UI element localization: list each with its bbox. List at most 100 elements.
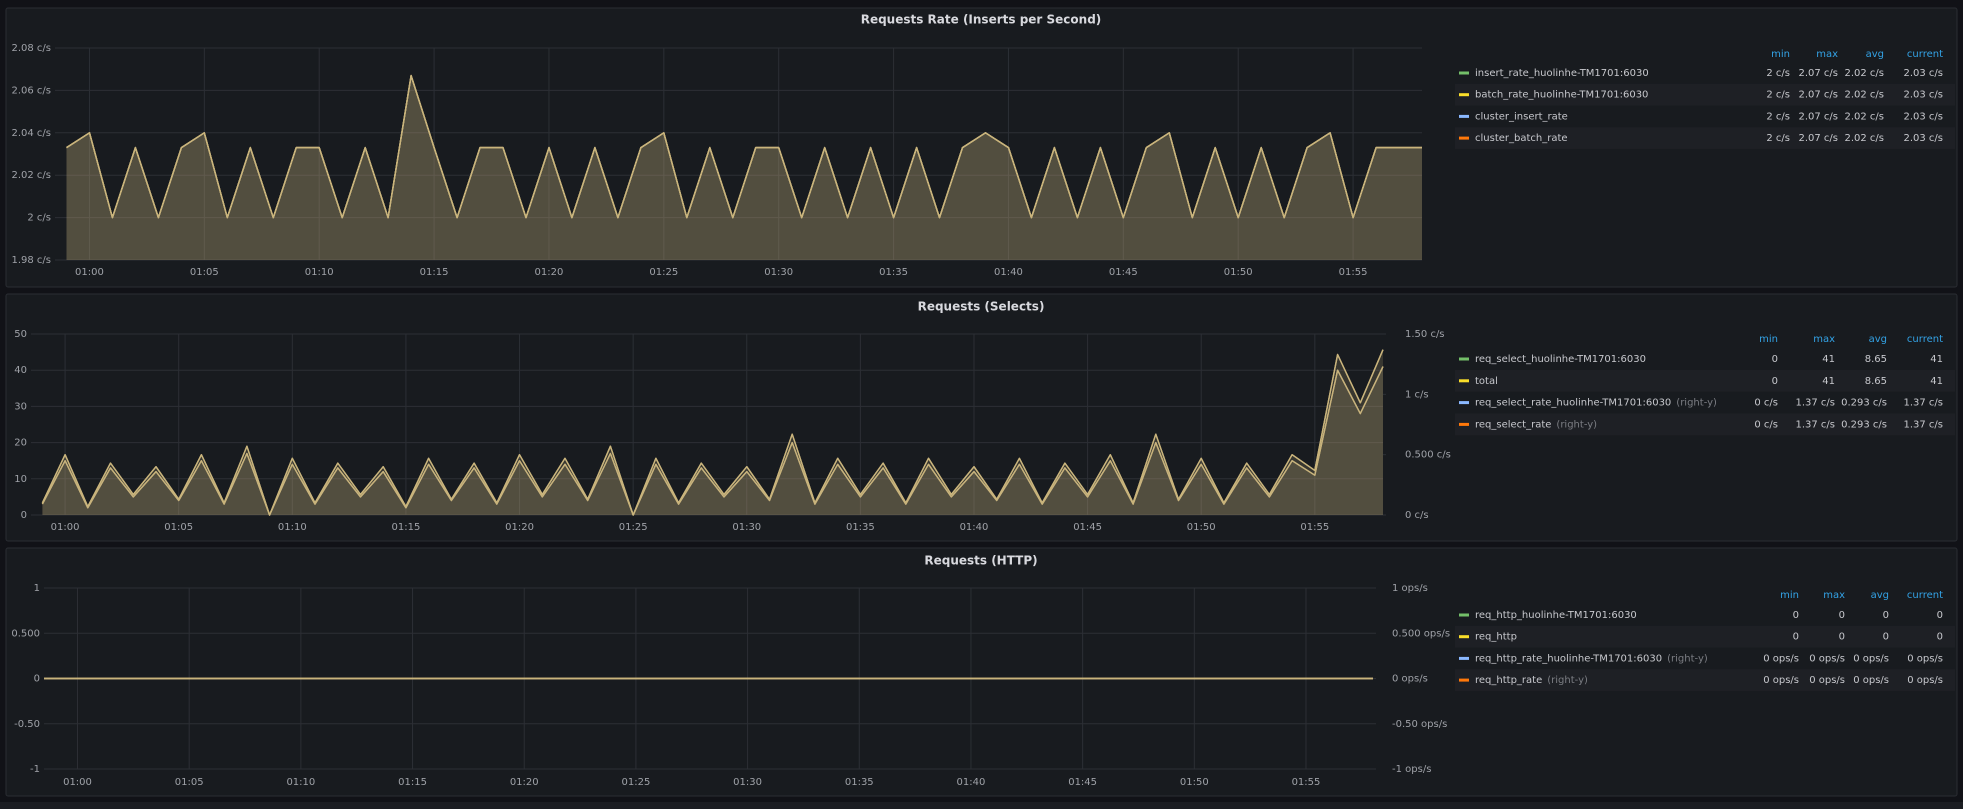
- legend-stat: 2.07 c/s: [1798, 68, 1838, 79]
- legend-name[interactable]: req_http_rate_huolinhe-TM1701:6030: [1475, 653, 1662, 664]
- x-tick-label: 01:00: [63, 777, 92, 788]
- legend-stat: 0 ops/s: [1809, 653, 1845, 664]
- legend-stat: 2.02 c/s: [1844, 111, 1884, 122]
- legend-name[interactable]: req_http: [1475, 632, 1517, 643]
- legend-name[interactable]: total: [1475, 376, 1498, 387]
- x-tick-label: 01:50: [1224, 267, 1253, 278]
- y-tick-label: 2.02 c/s: [11, 170, 51, 181]
- y2-tick-label: 0.500 ops/s: [1392, 628, 1450, 639]
- legend-swatch: [1459, 422, 1469, 426]
- legend-stat: 2.03 c/s: [1903, 90, 1943, 101]
- x-tick-label: 01:30: [764, 267, 793, 278]
- x-tick-label: 01:55: [1300, 522, 1329, 533]
- legend-header: min: [1759, 334, 1778, 345]
- legend-name[interactable]: cluster_batch_rate: [1475, 133, 1568, 144]
- series-area: [66, 75, 1422, 260]
- x-tick-label: 01:55: [1292, 777, 1321, 788]
- legend-swatch: [1459, 678, 1469, 682]
- legend-name[interactable]: req_http_huolinhe-TM1701:6030: [1475, 610, 1637, 621]
- y-tick-label: -0.50: [14, 719, 40, 730]
- legend-row-bg: [1455, 413, 1955, 436]
- legend-swatch: [1459, 635, 1469, 639]
- x-tick-label: 01:10: [278, 522, 307, 533]
- legend-stat: 0 ops/s: [1809, 675, 1845, 686]
- legend-name[interactable]: insert_rate_huolinhe-TM1701:6030: [1475, 68, 1649, 79]
- panel: [5, 547, 1958, 797]
- x-tick-label: 01:35: [845, 777, 874, 788]
- legend-stat: 2.02 c/s: [1844, 133, 1884, 144]
- x-tick-label: 01:10: [305, 267, 334, 278]
- y-tick-label: 30: [14, 401, 27, 412]
- legend-stat: 0.293 c/s: [1841, 398, 1887, 409]
- legend-swatch: [1459, 401, 1469, 405]
- legend-stat: 0: [1883, 632, 1889, 643]
- y2-tick-label: -0.50 ops/s: [1392, 719, 1447, 730]
- legend-row-bg: [1455, 625, 1955, 648]
- legend-header: avg: [1866, 49, 1884, 60]
- y-tick-label: 2.06 c/s: [11, 85, 51, 96]
- legend-stat: 0: [1772, 354, 1778, 365]
- legend-stat: 2.07 c/s: [1798, 111, 1838, 122]
- legend-stat: 2.03 c/s: [1903, 133, 1943, 144]
- legend-note: (right-y): [1547, 675, 1588, 686]
- y2-tick-label: 0 ops/s: [1392, 674, 1428, 685]
- legend-stat: 2 c/s: [1766, 90, 1790, 101]
- x-tick-label: 01:20: [505, 522, 534, 533]
- legend-header: avg: [1869, 334, 1887, 345]
- legend-stat: 41: [1822, 354, 1835, 365]
- legend-note: (right-y): [1667, 653, 1708, 664]
- x-tick-label: 01:10: [286, 777, 315, 788]
- legend-header: avg: [1871, 590, 1889, 601]
- x-tick-label: 01:50: [1180, 777, 1209, 788]
- legend-name[interactable]: req_select_rate_huolinhe-TM1701:6030: [1475, 398, 1671, 409]
- legend-stat: 0 c/s: [1754, 419, 1778, 430]
- legend-stat: 1.37 c/s: [1795, 398, 1835, 409]
- series-area: [66, 75, 1422, 260]
- x-tick-label: 01:15: [398, 777, 427, 788]
- y2-tick-label: 1 c/s: [1405, 389, 1429, 400]
- legend-stat: 0: [1793, 610, 1799, 621]
- legend-stat: 2 c/s: [1766, 68, 1790, 79]
- x-tick-label: 01:05: [175, 777, 204, 788]
- legend-header: current: [1907, 590, 1943, 601]
- x-tick-label: 01:55: [1339, 267, 1368, 278]
- y2-tick-label: 0.500 c/s: [1405, 450, 1451, 461]
- legend-swatch: [1459, 656, 1469, 660]
- legend-stat: 0: [1793, 632, 1799, 643]
- y-tick-label: 20: [14, 438, 27, 449]
- series-line: [66, 74, 1422, 219]
- legend-name[interactable]: req_select_rate: [1475, 419, 1551, 430]
- legend-stat: 2.03 c/s: [1903, 111, 1943, 122]
- x-tick-label: 01:45: [1109, 267, 1138, 278]
- legend-stat: 2.03 c/s: [1903, 68, 1943, 79]
- x-tick-label: 01:25: [619, 522, 648, 533]
- legend-header: current: [1907, 334, 1943, 345]
- legend-stat: 41: [1930, 354, 1943, 365]
- panel-title[interactable]: Requests (Selects): [918, 300, 1045, 314]
- legend-name[interactable]: batch_rate_huolinhe-TM1701:6030: [1475, 90, 1648, 101]
- y-tick-label: -1: [30, 764, 40, 775]
- legend-name[interactable]: cluster_insert_rate: [1475, 111, 1568, 122]
- y-tick-label: 10: [14, 474, 27, 485]
- series-area: [66, 75, 1422, 260]
- legend-stat: 2.02 c/s: [1844, 90, 1884, 101]
- legend-header: max: [1813, 334, 1835, 345]
- panel-title[interactable]: Requests Rate (Inserts per Second): [861, 13, 1102, 27]
- x-tick-label: 01:25: [621, 777, 650, 788]
- panel-title[interactable]: Requests (HTTP): [924, 554, 1037, 568]
- x-tick-label: 01:40: [994, 267, 1023, 278]
- legend-stat: 0: [1937, 632, 1943, 643]
- legend-stat: 2 c/s: [1766, 133, 1790, 144]
- x-tick-label: 01:30: [733, 777, 762, 788]
- legend-stat: 0: [1839, 632, 1845, 643]
- legend-stat: 2 c/s: [1766, 111, 1790, 122]
- legend-note: (right-y): [1556, 419, 1597, 430]
- x-tick-label: 01:45: [1073, 522, 1102, 533]
- legend-row-bg: [1455, 369, 1955, 392]
- legend-name[interactable]: req_http_rate: [1475, 675, 1542, 686]
- legend-name[interactable]: req_select_huolinhe-TM1701:6030: [1475, 354, 1646, 365]
- legend-header: max: [1816, 49, 1838, 60]
- legend-stat: 0 ops/s: [1853, 675, 1889, 686]
- x-tick-label: 01:40: [957, 777, 986, 788]
- legend-stat: 0: [1772, 376, 1778, 387]
